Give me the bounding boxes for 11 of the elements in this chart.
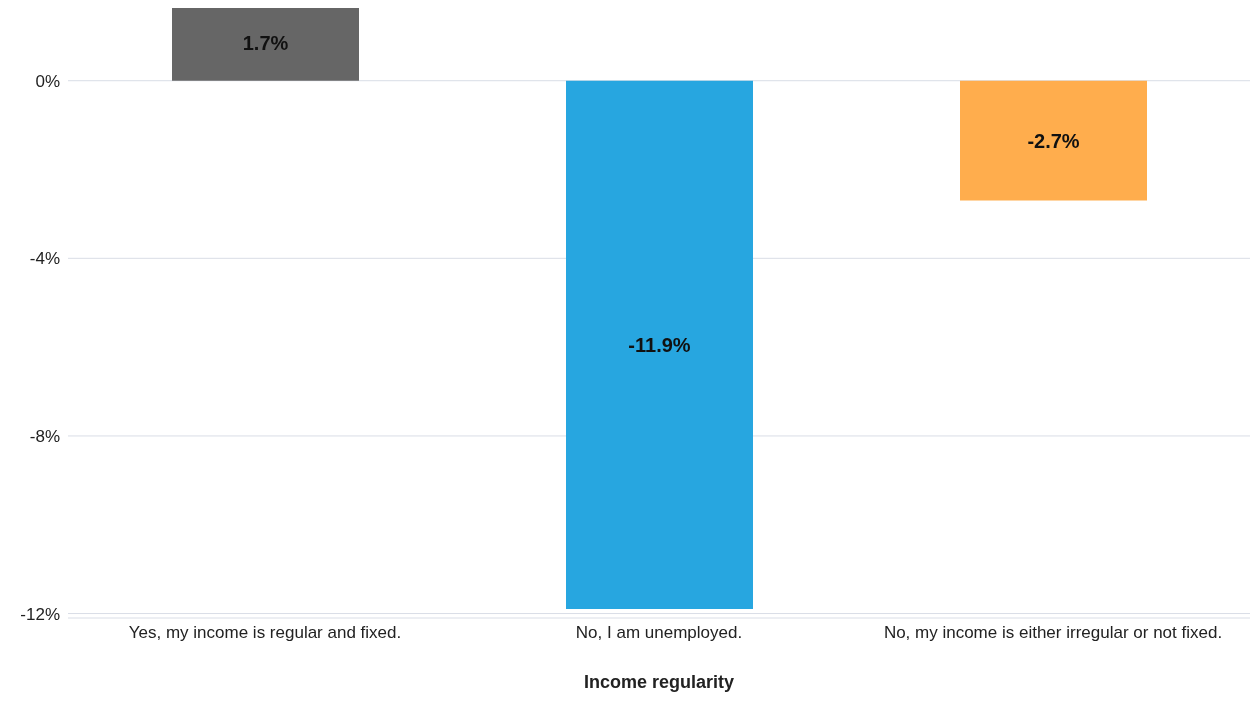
x-tick-label: Yes, my income is regular and fixed. <box>128 623 402 643</box>
x-tick-label: No, I am unemployed. <box>575 623 743 643</box>
y-tick-label: -8% <box>29 426 60 446</box>
data-label: -2.7% <box>1027 129 1080 152</box>
data-label: -11.9% <box>628 334 691 357</box>
x-axis-title: Income regularity <box>583 672 735 692</box>
data-label: 1.7% <box>242 32 289 55</box>
y-tick-label: -12% <box>20 604 60 624</box>
y-tick-label: -4% <box>29 249 60 269</box>
y-tick-label: 0% <box>35 71 60 91</box>
x-tick-label: No, my income is either irregular or not fixed. <box>883 623 1223 643</box>
